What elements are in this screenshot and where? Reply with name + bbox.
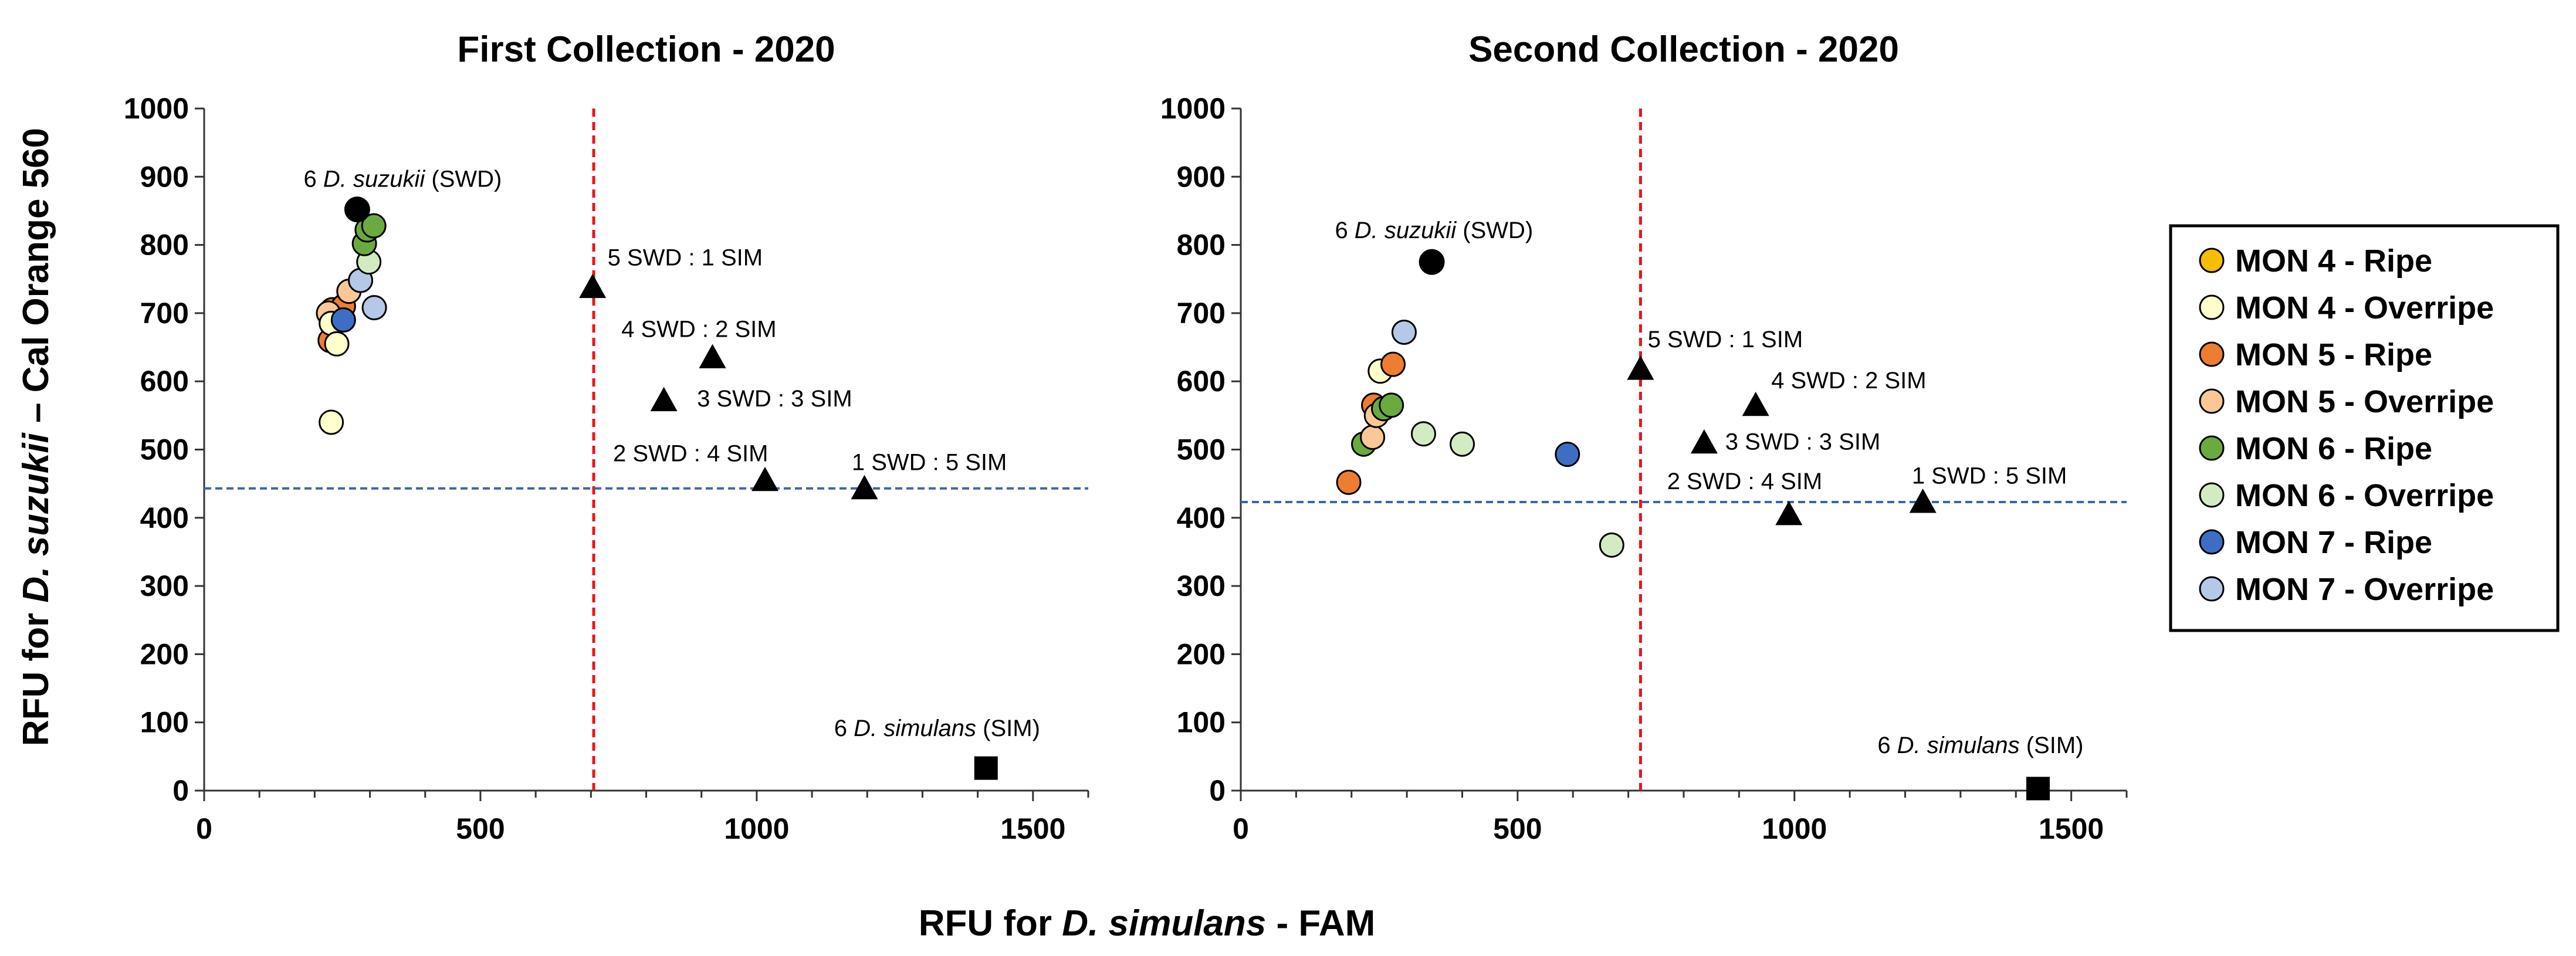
y-tick-label: 200 — [1177, 638, 1226, 670]
y-tick-label: 900 — [140, 160, 189, 193]
point-annotation: 4 SWD : 2 SIM — [621, 317, 777, 343]
legend-marker-mon4-over — [2199, 294, 2225, 320]
legend-label: MON 7 - Ripe — [2235, 525, 2432, 560]
y-tick-label: 500 — [1177, 433, 1226, 466]
mixture-control-point — [1742, 391, 1769, 416]
chart-title: First Collection - 2020 — [457, 29, 835, 70]
point-annotation: 5 SWD : 1 SIM — [1648, 327, 1803, 352]
legend-marker-mon6-ripe — [2199, 435, 2225, 461]
y-tick-label: 100 — [1177, 706, 1226, 739]
legend-marker-mon6-over — [2199, 482, 2225, 508]
y-tick-label: 300 — [140, 569, 189, 602]
mixture-control-point — [1627, 355, 1654, 380]
point-annotation: 1 SWD : 5 SIM — [852, 449, 1007, 475]
x-tick-label: 0 — [196, 812, 212, 845]
y-tick-label: 0 — [172, 774, 189, 807]
sample-point-mon6-over — [1599, 532, 1624, 558]
point-annotation: 6 D. suzukii (SWD) — [304, 167, 502, 192]
legend-marker-mon7-over — [2199, 576, 2225, 602]
point-annotation: 3 SWD : 3 SIM — [1725, 429, 1881, 455]
y-tick-label: 800 — [140, 229, 189, 262]
y-axis-label: RFU for D. suzukii – Cal Orange 560 — [16, 128, 56, 746]
y-tick-label: 400 — [140, 501, 189, 534]
point-annotation: 6 D. simulans (SIM) — [1877, 733, 2083, 758]
point-annotation: 6 D. simulans (SIM) — [834, 716, 1040, 741]
y-tick-label: 700 — [1177, 297, 1226, 330]
point-annotation: 1 SWD : 5 SIM — [1912, 463, 2067, 489]
y-tick-label: 1000 — [1160, 92, 1226, 125]
mixture-control-point — [1909, 489, 1937, 513]
x-tick-label: 1500 — [1000, 812, 1065, 845]
x-tick-label: 1000 — [724, 812, 789, 845]
y-tick-label: 500 — [140, 433, 189, 466]
point-annotation: 2 SWD : 4 SIM — [1667, 469, 1823, 494]
chart-title: Second Collection - 2020 — [1468, 29, 1899, 70]
mixture-control-point — [579, 273, 607, 299]
legend-marker-mon4-ripe — [2199, 248, 2225, 273]
sim-control-point — [2026, 777, 2050, 801]
y-tick-label: 200 — [140, 638, 189, 670]
y-tick-label: 800 — [1177, 229, 1226, 262]
sim-control-point — [974, 756, 998, 780]
y-tick-label: 600 — [140, 365, 189, 398]
mixture-control-point — [1690, 429, 1718, 454]
y-tick-label: 400 — [1177, 501, 1226, 534]
legend-label: MON 6 - Ripe — [2235, 431, 2432, 466]
sample-point-mon6-over — [1410, 421, 1436, 447]
mixture-control-point — [752, 466, 779, 491]
sample-point-mon7-ripe — [330, 307, 356, 333]
y-tick-label: 700 — [140, 297, 189, 330]
sample-point-mon4-over — [319, 409, 344, 435]
x-tick-label: 1000 — [1762, 812, 1827, 845]
sample-point-mon4-over — [324, 331, 350, 357]
x-tick-label: 1500 — [2039, 812, 2104, 845]
swd-control-point — [1419, 249, 1445, 275]
point-annotation: 3 SWD : 3 SIM — [697, 386, 852, 412]
sample-point-mon5-over — [1360, 425, 1386, 450]
legend-marker-mon5-ripe — [2199, 341, 2225, 367]
sample-point-mon6-ripe — [1379, 392, 1404, 418]
panel-first-collection: First Collection - 2020 0 100 200 300 400 500 6… — [124, 29, 1089, 845]
sample-point-mon5-ripe — [1336, 469, 1362, 495]
sample-point-mon6-ripe — [361, 213, 387, 239]
y-tick-label: 1000 — [124, 92, 189, 125]
legend-label: MON 5 - Ripe — [2235, 337, 2432, 372]
legend-label: MON 4 - Ripe — [2235, 243, 2432, 279]
legend-marker-mon7-ripe — [2199, 529, 2225, 555]
sample-point-mon7-over — [361, 295, 387, 321]
mixture-control-point — [1775, 500, 1803, 526]
mixture-control-point — [699, 344, 726, 368]
sample-point-mon7-ripe — [1555, 442, 1580, 467]
sample-point-mon5-ripe — [1380, 351, 1406, 377]
x-axis-label: RFU for D. simulans - FAM — [919, 903, 1376, 944]
point-annotation: 5 SWD : 1 SIM — [608, 245, 763, 270]
legend: MON 4 - Ripe MON 4 - Overripe MON 5 - Ripe… — [2169, 224, 2560, 632]
point-annotation: 2 SWD : 4 SIM — [613, 440, 769, 466]
panel-second-collection: Second Collection - 2020 0 100 200 300 400 500… — [1160, 29, 2128, 845]
x-tick-label: 500 — [456, 812, 505, 845]
legend-frame — [2169, 224, 2560, 632]
x-tick-label: 0 — [1233, 812, 1249, 845]
legend-label: MON 5 - Overripe — [2235, 384, 2494, 419]
sample-point-mon7-over — [1391, 319, 1417, 345]
y-tick-label: 900 — [1177, 160, 1226, 193]
y-tick-label: 100 — [140, 706, 189, 739]
legend-label: MON 6 - Overripe — [2235, 478, 2494, 513]
y-tick-label: 300 — [1177, 569, 1226, 602]
y-tick-label: 0 — [1209, 774, 1226, 807]
sample-point-mon6-over — [1450, 431, 1475, 457]
y-tick-label: 600 — [1177, 365, 1226, 398]
legend-label: MON 7 - Overripe — [2235, 572, 2494, 607]
legend-label: MON 4 - Overripe — [2235, 290, 2494, 326]
mixture-control-point — [851, 474, 878, 500]
mixture-control-point — [650, 387, 678, 412]
legend-marker-mon5-over — [2199, 388, 2225, 414]
point-annotation: 4 SWD : 2 SIM — [1771, 368, 1927, 394]
point-annotation: 6 D. suzukii (SWD) — [1335, 218, 1533, 243]
x-tick-label: 500 — [1493, 812, 1542, 845]
swd-control-point — [344, 196, 370, 223]
